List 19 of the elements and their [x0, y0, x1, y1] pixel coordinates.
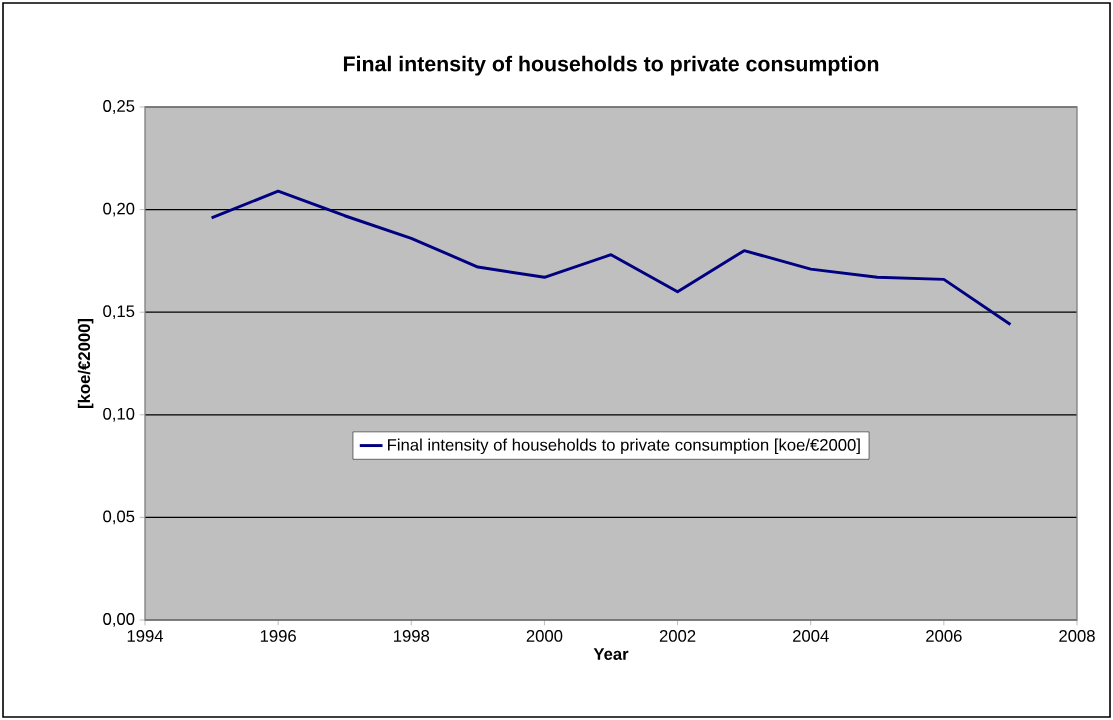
y-tick-label: 0,10	[103, 407, 135, 422]
y-tick-label: 0,00	[103, 613, 135, 627]
line-series	[210, 189, 1012, 326]
x-tick-label: 1996	[260, 630, 296, 642]
x-tick-label: 2000	[526, 630, 563, 642]
legend-label: Final intensity of households to private consumption [koe/€2000]	[388, 438, 860, 455]
chart-title: Final intensity of households to private consumption	[343, 55, 879, 76]
x-tick-label: 2002	[659, 630, 696, 642]
x-tick-label: 2008	[1059, 630, 1095, 642]
y-tick-label: 0,25	[103, 100, 135, 114]
y-tick-label: 0,05	[103, 510, 135, 525]
y-axis-title: [koe/€2000]	[77, 319, 94, 408]
y-tick-label: 0,15	[103, 305, 135, 320]
x-tick-label: 1998	[394, 630, 430, 642]
x-tick-label: 2004	[793, 630, 829, 642]
x-tick-label: 1994	[127, 630, 164, 642]
x-tick-label: 2006	[926, 630, 962, 642]
y-tick-label: 0,20	[103, 202, 135, 217]
x-axis-title: Year	[593, 648, 629, 660]
